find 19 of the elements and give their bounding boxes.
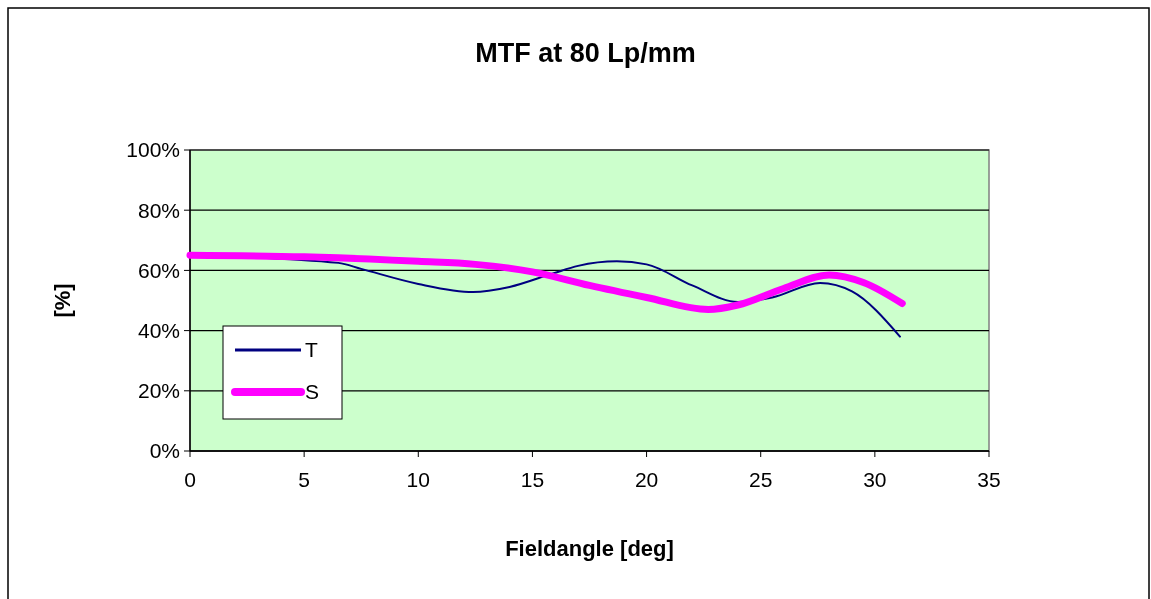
legend-label: S	[305, 380, 320, 404]
x-tick-label: 20	[634, 468, 659, 491]
chart-title: MTF at 80 Lp/mm	[475, 38, 696, 68]
x-tick-label: 15	[520, 468, 545, 491]
y-tick-label: 0%	[149, 439, 180, 463]
x-tick-label: 10	[406, 468, 430, 491]
y-tick-label: 40%	[137, 318, 180, 342]
y-tick-label: 100%	[126, 138, 180, 162]
y-tick-label: 80%	[137, 198, 180, 222]
x-axis-title: Fieldangle [deg]	[505, 536, 674, 561]
y-tick-label: 60%	[137, 258, 180, 282]
y-tick-label: 20%	[137, 379, 180, 403]
legend-label: T	[305, 338, 318, 362]
x-tick-label: 35	[977, 468, 1001, 491]
x-tick-label: 0	[184, 468, 196, 491]
x-tick-label: 5	[298, 468, 310, 491]
x-tick-label: 25	[749, 468, 773, 491]
y-axis-title: [%]	[50, 283, 75, 318]
x-tick-label: 30	[863, 468, 887, 491]
